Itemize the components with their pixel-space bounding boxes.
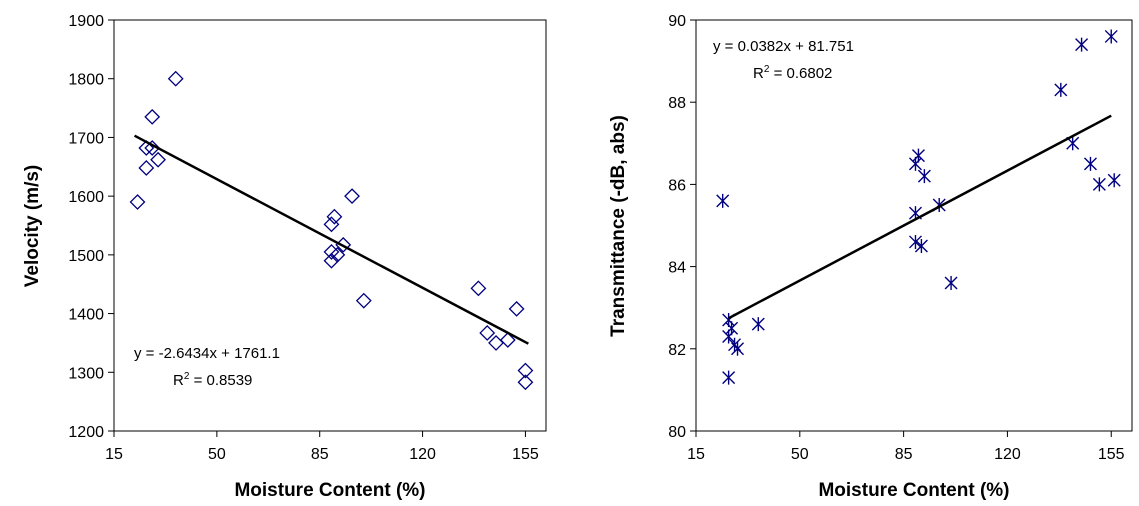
data-point bbox=[1075, 37, 1089, 52]
velocity-chart: 1200 1300 1400 1500 1600 1700 1800 1900 15 50 85 12… bbox=[22, 13, 547, 501]
data-point bbox=[911, 148, 925, 163]
y-tick-label: 90 bbox=[668, 13, 686, 30]
y-tick-label: 82 bbox=[668, 342, 686, 359]
data-point bbox=[1054, 82, 1068, 97]
data-point bbox=[144, 140, 161, 156]
data-point bbox=[355, 292, 372, 309]
x-tick-label: 15 bbox=[687, 446, 705, 463]
data-point bbox=[751, 317, 765, 332]
transmittance-chart: 80 82 84 86 88 90 15 50 85 120 155 y = 0.0382x + 8… bbox=[608, 13, 1133, 501]
data-point bbox=[1104, 29, 1118, 44]
plot-area-left bbox=[113, 19, 547, 432]
y-tick-label: 1300 bbox=[68, 365, 104, 382]
y-tick-label: 88 bbox=[668, 95, 686, 112]
y-tick-label: 86 bbox=[668, 177, 686, 194]
data-point bbox=[508, 300, 525, 317]
data-point bbox=[731, 341, 745, 356]
y-tick-label: 1200 bbox=[68, 424, 104, 441]
y-tick-label: 84 bbox=[668, 260, 686, 277]
equation-right: y = 0.0382x + 81.751 bbox=[713, 38, 854, 55]
x-tick-label: 120 bbox=[994, 446, 1021, 463]
x-axis-title-right: Moisture Content (%) bbox=[818, 480, 1009, 501]
series-right bbox=[716, 29, 1121, 385]
x-tick-label: 50 bbox=[208, 446, 226, 463]
x-axis-title-left: Moisture Content (%) bbox=[234, 480, 425, 501]
y-tick-label: 1500 bbox=[68, 248, 104, 265]
y-tick-label: 1900 bbox=[68, 13, 104, 30]
data-point bbox=[517, 362, 534, 379]
data-point bbox=[917, 169, 931, 184]
y-tick-label: 1600 bbox=[68, 189, 104, 206]
x-tick-label: 85 bbox=[311, 446, 329, 463]
y-tick-label: 1700 bbox=[68, 130, 104, 147]
data-point bbox=[488, 335, 504, 351]
data-point bbox=[329, 246, 346, 263]
data-point bbox=[908, 234, 922, 249]
y-tick-label: 1400 bbox=[68, 307, 104, 324]
data-point bbox=[150, 151, 167, 168]
x-tick-label: 155 bbox=[512, 446, 539, 463]
series-left bbox=[129, 70, 534, 391]
trendline-left bbox=[133, 134, 529, 345]
data-point bbox=[725, 321, 739, 336]
data-point bbox=[470, 280, 487, 297]
x-tick-label: 85 bbox=[895, 446, 913, 463]
y-tick-label: 80 bbox=[668, 424, 686, 441]
data-point bbox=[479, 325, 496, 341]
data-point bbox=[1083, 156, 1097, 171]
equation-left: y = -2.6434x + 1761.1 bbox=[134, 345, 280, 362]
x-tick-label: 15 bbox=[105, 446, 123, 463]
data-point bbox=[167, 70, 184, 87]
r-squared-right: R2 = 0.6802 bbox=[753, 64, 832, 82]
data-point bbox=[344, 188, 360, 205]
data-point bbox=[323, 216, 340, 233]
r-squared-left: R2 = 0.8539 bbox=[173, 371, 252, 389]
data-point bbox=[129, 194, 146, 210]
data-point bbox=[1092, 177, 1106, 192]
plot-area-right bbox=[695, 19, 1133, 432]
data-point bbox=[716, 193, 730, 208]
data-point bbox=[144, 108, 161, 125]
data-point bbox=[517, 374, 534, 391]
data-point bbox=[722, 370, 736, 385]
data-point bbox=[1107, 173, 1121, 188]
axes-left: 1200 1300 1400 1500 1600 1700 1800 1900 15 50 85 12… bbox=[68, 13, 538, 463]
y-axis-title-right: Transmittance (-dB, abs) bbox=[608, 115, 629, 337]
data-point bbox=[323, 252, 340, 269]
x-tick-label: 120 bbox=[409, 446, 436, 463]
data-point bbox=[914, 239, 928, 254]
data-point bbox=[499, 332, 516, 348]
y-tick-label: 1800 bbox=[68, 72, 104, 89]
data-point bbox=[326, 208, 343, 225]
x-tick-label: 50 bbox=[791, 446, 809, 463]
axes-right: 80 82 84 86 88 90 15 50 85 120 155 bbox=[668, 13, 1124, 463]
y-axis-title-left: Velocity (m/s) bbox=[22, 165, 43, 288]
data-point bbox=[944, 276, 958, 291]
data-point bbox=[138, 160, 155, 176]
x-tick-label: 155 bbox=[1098, 446, 1125, 463]
trendline-right bbox=[728, 114, 1112, 320]
